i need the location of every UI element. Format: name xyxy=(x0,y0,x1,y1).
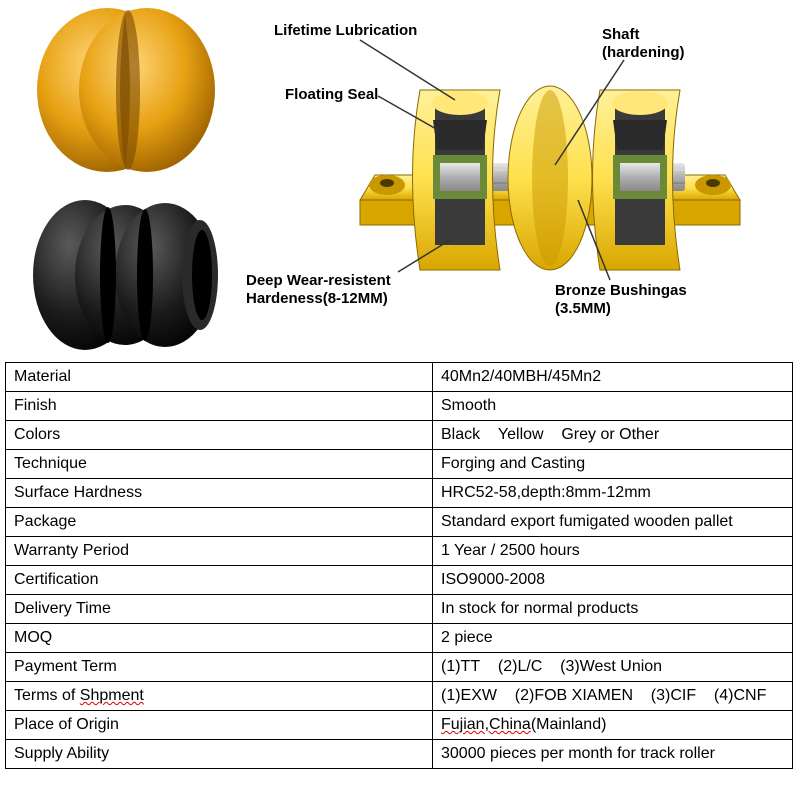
spec-key: Place of Origin xyxy=(6,711,433,740)
spec-key: Terms of Shpment xyxy=(6,682,433,711)
spec-key: Material xyxy=(6,363,433,392)
spec-key: Payment Term xyxy=(6,653,433,682)
table-row: FinishSmooth xyxy=(6,392,793,421)
table-row: MOQ2 piece xyxy=(6,624,793,653)
spec-value: 30000 pieces per month for track roller xyxy=(433,740,793,769)
spec-value: (1)EXW (2)FOB XIAMEN (3)CIF (4)CNF xyxy=(433,682,793,711)
spec-value: HRC52-58,depth:8mm-12mm xyxy=(433,479,793,508)
spec-key: Technique xyxy=(6,450,433,479)
spec-value: 40Mn2/40MBH/45Mn2 xyxy=(433,363,793,392)
table-row: ColorsBlack Yellow Grey or Other xyxy=(6,421,793,450)
table-row: Terms of Shpment(1)EXW (2)FOB XIAMEN (3)… xyxy=(6,682,793,711)
spec-value: ISO9000-2008 xyxy=(433,566,793,595)
spec-value: Fujian,China(Mainland) xyxy=(433,711,793,740)
spec-key: Package xyxy=(6,508,433,537)
spec-value: Smooth xyxy=(433,392,793,421)
spec-value: 2 piece xyxy=(433,624,793,653)
diagram-area: Lifetime Lubrication Shaft (hardening) F… xyxy=(0,0,800,360)
spec-value: Standard export fumigated wooden pallet xyxy=(433,508,793,537)
table-row: Supply Ability30000 pieces per month for… xyxy=(6,740,793,769)
spec-value: 1 Year / 2500 hours xyxy=(433,537,793,566)
table-row: Delivery TimeIn stock for normal product… xyxy=(6,595,793,624)
table-row: TechniqueForging and Casting xyxy=(6,450,793,479)
spec-key: Certification xyxy=(6,566,433,595)
table-row: Payment Term(1)TT (2)L/C (3)West Union xyxy=(6,653,793,682)
table-row: CertificationISO9000-2008 xyxy=(6,566,793,595)
table-row: Place of OriginFujian,China(Mainland) xyxy=(6,711,793,740)
table-row: Surface HardnessHRC52-58,depth:8mm-12mm xyxy=(6,479,793,508)
spec-value: In stock for normal products xyxy=(433,595,793,624)
spec-value: Forging and Casting xyxy=(433,450,793,479)
spec-key: MOQ xyxy=(6,624,433,653)
table-row: PackageStandard export fumigated wooden … xyxy=(6,508,793,537)
table-row: Warranty Period1 Year / 2500 hours xyxy=(6,537,793,566)
spec-key: Colors xyxy=(6,421,433,450)
table-row: Material40Mn2/40MBH/45Mn2 xyxy=(6,363,793,392)
spec-key: Surface Hardness xyxy=(6,479,433,508)
spec-value: (1)TT (2)L/C (3)West Union xyxy=(433,653,793,682)
spec-key: Warranty Period xyxy=(6,537,433,566)
spec-value: Black Yellow Grey or Other xyxy=(433,421,793,450)
leader-lines xyxy=(0,0,800,360)
spec-key: Supply Ability xyxy=(6,740,433,769)
spec-key: Finish xyxy=(6,392,433,421)
spec-key: Delivery Time xyxy=(6,595,433,624)
specs-tbody: Material40Mn2/40MBH/45Mn2FinishSmoothCol… xyxy=(6,363,793,769)
specs-table: Material40Mn2/40MBH/45Mn2FinishSmoothCol… xyxy=(5,362,793,769)
